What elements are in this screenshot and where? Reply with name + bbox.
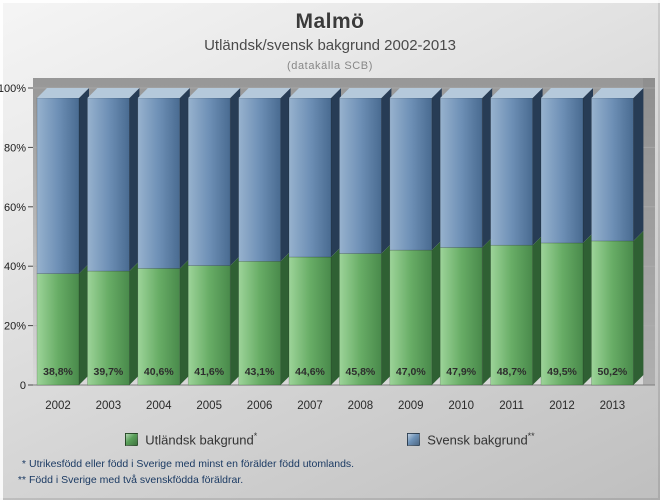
y-tick-label: 0 [20, 380, 26, 392]
x-axis-label: 2009 [398, 400, 424, 412]
legend-swatch-svensk [407, 432, 421, 446]
bar-2010: 47,9% 2010 [439, 88, 493, 412]
x-axis-label: 2013 [600, 400, 626, 412]
x-axis-label: 2006 [247, 400, 273, 412]
footnote-1: * Utrikesfödd eller född i Sverige med mi… [10, 457, 354, 473]
chart-title: Malmö [295, 10, 365, 33]
x-axis-label: 2008 [348, 400, 374, 412]
bar-value-label: 45,8% [346, 366, 376, 378]
y-tick-label: 80% [4, 142, 26, 154]
bar-value-label: 38,8% [43, 366, 73, 378]
bar-value-label: 43,1% [245, 366, 275, 378]
bar-value-label: 47,0% [396, 366, 426, 378]
legend-text: Utländsk bakgrund [145, 432, 254, 448]
bar-value-label: 40,6% [144, 366, 174, 378]
legend-item-utlandsk: Utländsk bakgrund* [125, 431, 257, 447]
x-axis-label: 2007 [297, 400, 323, 412]
footnotes: * Utrikesfödd eller född i Sverige med mi… [10, 457, 354, 489]
chart-subtitle: Utländsk/svensk bakgrund 2002-2013 [204, 37, 456, 54]
bar-2007: 44,6% 2007 [288, 88, 341, 412]
bar-value-label: 39,7% [94, 366, 124, 378]
bar-2003: 39,7% 2003 [87, 88, 140, 412]
footnote-1-marker: * [21, 458, 26, 470]
x-axis-label: 2011 [499, 400, 524, 412]
bar-value-label: 41,6% [194, 366, 224, 378]
x-axis-label: 2003 [96, 400, 122, 412]
x-axis-label: 2002 [45, 400, 71, 412]
chart-legend: Utländsk bakgrund* Svensk bakgrund** [0, 431, 660, 447]
bar-2005: 41,6% 2005 [187, 88, 241, 412]
bar-2008: 45,8% 2008 [339, 88, 392, 412]
y-tick-label: 100% [0, 83, 26, 95]
y-tick-label: 60% [4, 202, 26, 214]
legend-swatch-utlandsk [125, 432, 139, 446]
footnote-1-text: Utrikesfödd eller född i Sverige med min… [29, 458, 355, 470]
bar-2004: 40,6% 2004 [137, 88, 190, 412]
bar-value-label: 50,2% [598, 366, 628, 378]
chart-header: Malmö Utländsk/svensk bakgrund 2002-2013… [0, 10, 660, 72]
footnote-2-text: Född i Sverige med två svenskfödda föräl… [29, 473, 244, 486]
legend-label-svensk: Svensk bakgrund** [427, 431, 534, 447]
legend-label-utlandsk: Utländsk bakgrund* [145, 431, 257, 447]
bar-value-label: 48,7% [497, 366, 527, 378]
bar-value-label: 47,9% [446, 366, 476, 378]
footnote-2: ** Född i Sverige med två svenskfödda för… [10, 473, 354, 489]
footnote-2-marker: ** [17, 473, 26, 486]
legend-item-svensk: Svensk bakgrund** [407, 431, 535, 447]
bar-value-label: 49,5% [547, 366, 577, 378]
legend-marker: ** [527, 431, 535, 441]
legend-text: Svensk bakgrund [427, 432, 528, 448]
bar-2013: 50,2% 2013 [591, 88, 644, 412]
bar-2006: 43,1% 2006 [238, 88, 291, 412]
x-axis-label: 2005 [196, 400, 222, 412]
legend-marker: * [253, 431, 258, 441]
bar-2002: 38,8% 2002 [36, 88, 89, 412]
bar-value-label: 44,6% [295, 366, 325, 378]
chart-source: (datakälla SCB) [286, 60, 374, 72]
chart-plot: 0 20% 40% 60% 80% 100% 38,8% 2002 39,7% 2003 40,6%… [0, 72, 660, 420]
y-tick-label: 20% [4, 321, 26, 333]
x-axis-label: 2004 [146, 400, 172, 412]
bar-2011: 48,7% 2011 [490, 88, 543, 412]
chart-svg: 0 20% 40% 60% 80% 100% 38,8% 2002 39,7% 2003 40,6%… [0, 78, 655, 412]
y-tick-label: 40% [4, 261, 26, 273]
bar-2009: 47,0% 2009 [389, 88, 442, 412]
x-axis-label: 2012 [549, 400, 575, 412]
plot-side-wall [643, 78, 655, 385]
bar-2012: 49,5% 2012 [540, 88, 593, 412]
x-axis-label: 2010 [448, 400, 474, 412]
